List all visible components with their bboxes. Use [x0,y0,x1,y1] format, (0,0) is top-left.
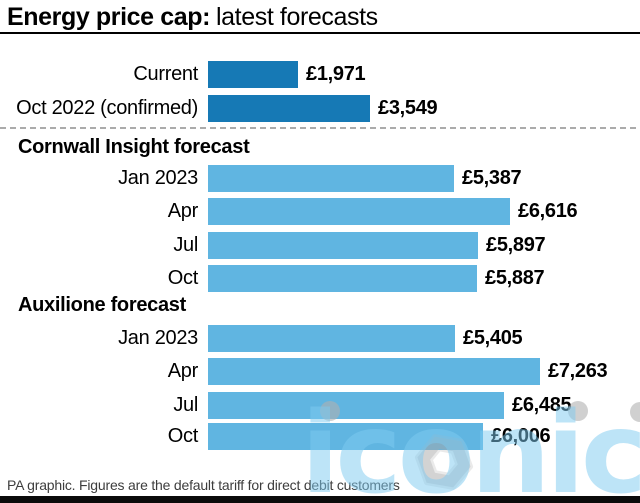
row-label: Oct [167,267,199,289]
bar-auxilione-oct [208,423,483,450]
row-label: Apr [167,200,199,222]
section-heading-auxilione: Auxilione forecast [18,294,186,316]
bar-oct-2022 [208,95,370,122]
row-label: Oct 2022 (confirmed) [16,97,198,119]
value-label: £5,887 [485,267,545,289]
value-label: £5,897 [486,234,546,256]
table-row: Oct £5,887 [0,265,640,292]
row-label: Jan 2023 [118,167,198,189]
value-label: £3,549 [378,97,438,119]
row-label: Current [133,63,198,85]
bar-current [208,61,298,88]
table-row: Current £1,971 [0,61,640,88]
bar-cornwall-oct [208,265,477,292]
table-row: Oct £6,006 [0,423,640,450]
value-label: £5,405 [463,327,523,349]
row-label: Jan 2023 [118,327,198,349]
title-regular: latest forecasts [216,3,378,31]
bottom-border [0,496,640,503]
table-row: Apr £7,263 [0,358,640,385]
value-label: £1,971 [306,63,366,85]
value-label: £5,387 [462,167,522,189]
title-divider [0,32,640,34]
bar-cornwall-jul [208,232,478,259]
row-label: Jul [173,394,198,416]
row-label: Oct [167,425,199,447]
bar-cornwall-jan2023 [208,165,454,192]
table-row: Jul £6,485 [0,392,640,419]
bar-auxilione-jul [208,392,504,419]
value-label: £6,485 [512,394,572,416]
table-row: Jan 2023 £5,405 [0,325,640,352]
title-bold: Energy price cap: [7,3,211,31]
bar-auxilione-jan2023 [208,325,455,352]
table-row: Apr £6,616 [0,198,640,225]
bar-cornwall-apr [208,198,510,225]
value-label: £6,616 [518,200,578,222]
table-row: Jul £5,897 [0,232,640,259]
table-row: Jan 2023 £5,387 [0,165,640,192]
row-label: Apr [167,360,199,382]
section-divider-dashed [0,127,640,129]
value-label: £7,263 [548,360,608,382]
row-label: Jul [173,234,198,256]
source-note: PA graphic. Figures are the default tari… [7,477,400,493]
bar-auxilione-apr [208,358,540,385]
page-title: Energy price cap: latest forecasts [7,3,378,32]
table-row: Oct 2022 (confirmed) £3,549 [0,95,640,122]
value-label: £6,006 [491,425,551,447]
section-heading-cornwall: Cornwall Insight forecast [18,136,250,158]
